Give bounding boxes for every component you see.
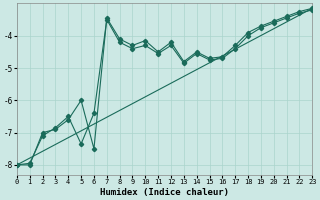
X-axis label: Humidex (Indice chaleur): Humidex (Indice chaleur)	[100, 188, 229, 197]
